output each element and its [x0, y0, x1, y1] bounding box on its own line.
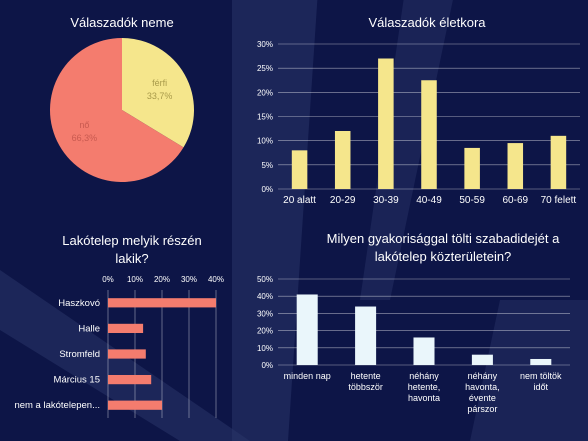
bar	[108, 400, 162, 410]
frequency-chart-title-line: lakótelep közterületein?	[375, 249, 512, 264]
x-tick-label: hetente	[351, 371, 381, 381]
y-tick-label: 5%	[261, 161, 273, 170]
x-tick-label: 30%	[181, 275, 197, 284]
district-chart-title: Lakótelep melyik részén lakik?	[62, 233, 201, 266]
y-tick-label: 30%	[257, 40, 273, 49]
x-tick-label: havonta,	[465, 382, 500, 392]
pie-slice	[122, 38, 195, 148]
pie-slice-label: nő	[79, 120, 89, 130]
bar	[507, 143, 524, 189]
y-tick-label: Halle	[78, 323, 100, 334]
age-bar-chart: Válaszadók életkora 0% 5% 10% 15% 20% 25% 30% 2…	[257, 15, 580, 206]
frequency-bar-chart: Milyen gyakorisággal tölti szabadidejét …	[257, 231, 570, 414]
x-tick-label: 40%	[208, 275, 224, 284]
x-tick-label: párszor	[467, 404, 497, 414]
bar	[464, 147, 480, 189]
y-tick-label: 50%	[257, 275, 273, 284]
bar	[108, 298, 216, 308]
pie-slice-value-label: 66,3%	[72, 133, 98, 143]
y-tick-label: 20%	[257, 327, 273, 336]
x-tick-label: 50-59	[459, 195, 485, 206]
x-tick-label: 10%	[127, 275, 143, 284]
x-tick-label: néhány	[468, 371, 498, 381]
gender-pie-chart: Válaszadók neme férfi 33,7% nő 66,3%	[50, 15, 195, 183]
frequency-chart-title: Milyen gyakorisággal tölti szabadidejét …	[327, 231, 560, 264]
bar	[421, 80, 437, 189]
frequency-chart-title-line: Milyen gyakorisággal tölti szabadidejét …	[327, 231, 560, 246]
pie-slice	[50, 38, 184, 183]
decor-stroke	[360, 0, 453, 300]
y-tick-label: 0%	[261, 185, 273, 194]
bar	[291, 150, 308, 189]
y-tick-label: Haszkovó	[58, 298, 100, 309]
x-tick-label: hetente,	[408, 382, 441, 392]
district-chart-title-line: lakik?	[115, 251, 148, 266]
x-tick-label: 30-39	[373, 195, 399, 206]
x-tick-label: minden nap	[284, 371, 331, 381]
x-tick-label: időt	[534, 382, 549, 392]
y-tick-label: 15%	[257, 113, 273, 122]
bar	[108, 349, 146, 359]
x-tick-label: 20%	[154, 275, 170, 284]
x-tick-label: 20 alatt	[283, 195, 316, 206]
x-tick-label: évente	[469, 393, 496, 403]
x-tick-label: havonta	[408, 393, 440, 403]
y-tick-label: nem a lakótelepen...	[14, 400, 100, 411]
x-tick-label: 40-49	[416, 195, 442, 206]
x-tick-label: nem töltök	[520, 371, 562, 381]
bar	[378, 58, 394, 189]
bar	[550, 135, 567, 189]
bar	[413, 337, 435, 365]
bar	[471, 354, 493, 365]
district-bar-chart: Lakótelep melyik részén lakik? 0% 10% 20% 30…	[14, 233, 224, 418]
y-tick-label: 40%	[257, 292, 273, 301]
x-tick-label: néhány	[409, 371, 439, 381]
gender-chart-title: Válaszadók neme	[70, 15, 173, 30]
age-chart-title: Válaszadók életkora	[368, 15, 486, 30]
pie-slice-label: férfi	[152, 78, 167, 88]
y-tick-label: 10%	[257, 344, 273, 353]
x-tick-label: 60-69	[502, 195, 528, 206]
bar	[296, 294, 318, 365]
x-tick-label: többször	[348, 382, 383, 392]
y-tick-label: Stromfeld	[59, 349, 100, 360]
bar	[530, 358, 552, 365]
bar	[108, 374, 152, 385]
y-tick-label: 25%	[257, 64, 273, 73]
y-tick-label: Március 15	[54, 375, 100, 386]
x-tick-label: 20-29	[330, 195, 356, 206]
decor-stroke	[470, 300, 588, 441]
bar	[334, 131, 351, 189]
y-tick-label: 30%	[257, 309, 273, 318]
y-tick-label: 0%	[261, 361, 273, 370]
bar	[108, 323, 144, 334]
x-tick-label: 70 felett	[541, 195, 577, 206]
x-tick-label: 0%	[102, 275, 114, 284]
y-tick-label: 10%	[257, 137, 273, 146]
pie-slice-value-label: 33,7%	[147, 91, 173, 101]
bar	[355, 306, 377, 365]
decor-stroke	[232, 0, 318, 441]
y-tick-label: 20%	[257, 88, 273, 97]
district-chart-title-line: Lakótelep melyik részén	[62, 233, 201, 248]
